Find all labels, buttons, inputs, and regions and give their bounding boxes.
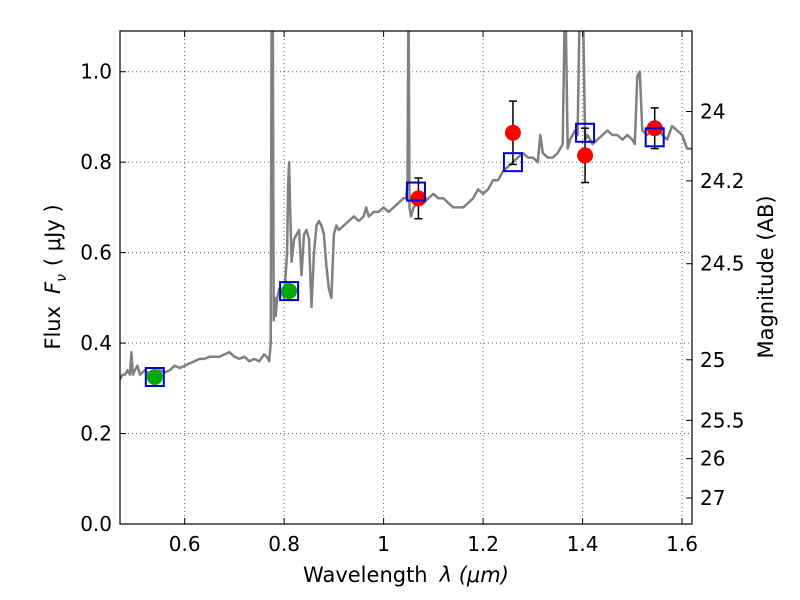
spectrum-line	[120, 31, 692, 380]
model-square	[575, 122, 596, 143]
model-square	[279, 281, 300, 302]
x-tick-label: 1.6	[666, 532, 698, 556]
mag-tick-label: 26	[700, 447, 725, 471]
x-tick-label: 1	[377, 532, 390, 556]
axis-ticks: 0.6 0.8 1 1.2 1.4 1.6 0.0 0.2 0.4 0.6 0.8 1.0 24 24.2…	[80, 31, 745, 556]
mag-tick-label: 24	[700, 100, 725, 124]
data-point	[281, 283, 298, 300]
mag-tick-label: 27	[700, 486, 725, 510]
x-tick-label: 0.8	[268, 532, 300, 556]
data-point	[577, 147, 594, 164]
y-tick-label: 0.2	[80, 422, 112, 446]
x-tick-label: 1.4	[567, 532, 599, 556]
data-point	[146, 369, 163, 386]
data-point	[410, 190, 427, 207]
model-square	[405, 181, 426, 202]
plot-frame	[119, 30, 693, 525]
x-axis-label: Wavelength λ (μm)	[303, 563, 509, 587]
y-axis-label: FluxFν( μJy )	[41, 204, 70, 349]
x-tick-label: 0.6	[169, 532, 201, 556]
data-marks	[144, 100, 665, 388]
grid	[120, 31, 692, 525]
magnitude-axis-label: Magnitude (AB)	[754, 195, 778, 358]
y-tick-label: 0.6	[80, 241, 112, 265]
data-point	[504, 124, 521, 141]
model-square	[502, 152, 523, 173]
model-square	[644, 127, 665, 148]
model-square	[144, 367, 165, 388]
mag-tick-label: 24.2	[700, 169, 745, 193]
x-tick-label: 1.2	[467, 532, 499, 556]
mag-tick-label: 24.5	[700, 252, 745, 276]
y-tick-label: 0.0	[80, 512, 112, 536]
mag-tick-label: 25	[700, 348, 725, 372]
y-tick-label: 1.0	[80, 60, 112, 84]
mag-tick-label: 25.5	[700, 408, 745, 432]
y-tick-label: 0.4	[80, 331, 112, 355]
y-tick-label: 0.8	[80, 150, 112, 174]
spectrum-layer	[120, 31, 692, 380]
